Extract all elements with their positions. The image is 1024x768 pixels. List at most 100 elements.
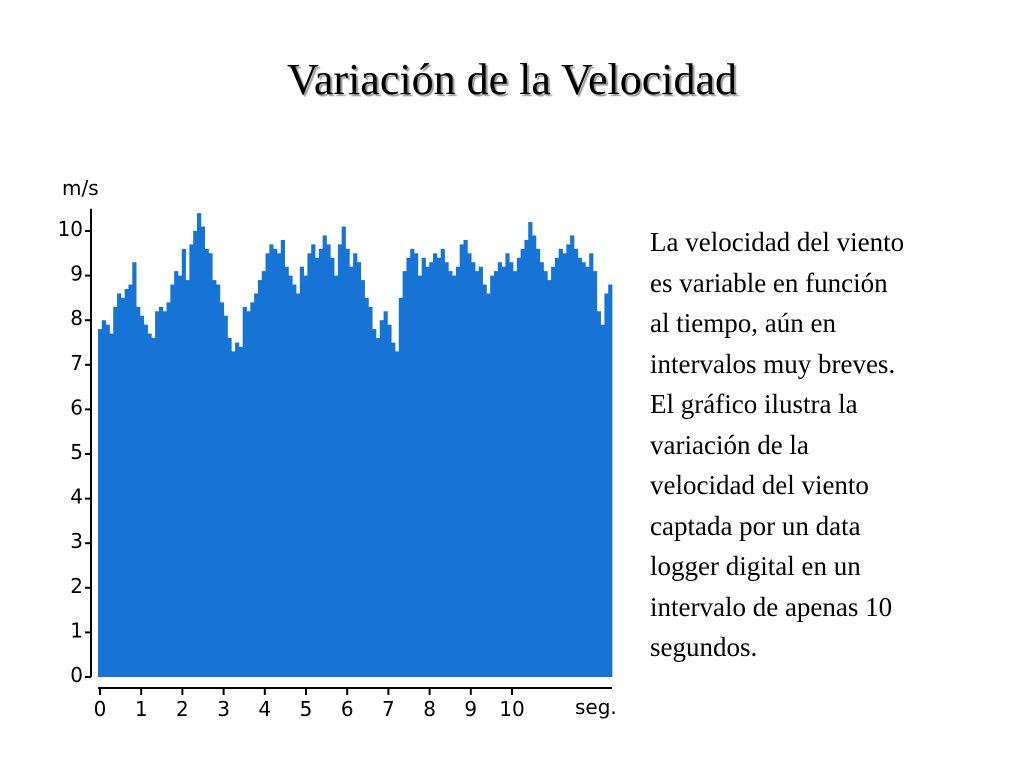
x-tick-label: 7 <box>382 697 395 721</box>
chart-bar <box>589 253 594 678</box>
chart-bar <box>280 239 285 678</box>
chart-bar <box>444 262 449 677</box>
chart-bar <box>375 338 381 677</box>
chart-bar <box>238 346 244 677</box>
chart-bar <box>410 248 415 677</box>
chart-bar <box>429 262 434 677</box>
x-tick-label: 5 <box>300 697 313 721</box>
chart-bar <box>254 293 259 677</box>
chart-bar <box>246 311 251 677</box>
chart-bar <box>391 342 396 677</box>
chart-bar <box>592 271 598 677</box>
chart-bar <box>101 320 107 677</box>
chart-bar <box>185 280 190 677</box>
chart-bar <box>421 257 426 677</box>
chart-bar <box>200 226 206 678</box>
chart-bar <box>558 248 563 677</box>
chart-bar <box>98 329 103 677</box>
chart-bar <box>398 297 403 677</box>
chart-bar <box>509 262 514 677</box>
y-tick-label: 2 <box>70 574 83 598</box>
chart-bar <box>276 253 282 678</box>
chart-bar <box>570 235 575 677</box>
chart-bar <box>155 311 160 677</box>
chart-bar <box>463 239 468 678</box>
chart-bar <box>364 297 369 677</box>
chart-bar <box>532 235 537 677</box>
chart-bar <box>486 293 491 677</box>
chart-axes: 0 1 2 3 4 5 6 7 8 9 10 0 1 2 3 4 5 6 7 8 9 10 <box>58 208 612 721</box>
chart-bar <box>440 248 445 677</box>
chart-bar <box>608 284 613 677</box>
x-tick-label: 1 <box>135 697 148 721</box>
chart-bar <box>349 266 354 677</box>
chart-bar <box>181 248 186 677</box>
chart-bar <box>356 262 362 677</box>
chart-bar <box>273 248 278 677</box>
chart-bar <box>174 271 179 677</box>
chart-bar <box>455 266 461 677</box>
chart-bar <box>387 324 392 677</box>
chart-bar <box>257 280 263 677</box>
chart-bar <box>337 244 343 677</box>
y-tick-label: 3 <box>70 529 83 553</box>
chart-bar <box>501 266 506 677</box>
chart-bar <box>166 302 171 677</box>
chart-bar <box>577 257 582 677</box>
chart-bar <box>471 262 476 677</box>
chart-bar <box>227 338 232 677</box>
chart-bar <box>284 266 289 677</box>
chart-bar <box>554 257 560 677</box>
chart-bar <box>379 320 384 677</box>
chart-bar <box>219 302 225 677</box>
chart-bar <box>334 275 339 677</box>
chart-bar <box>136 306 141 677</box>
x-tick-label: 2 <box>176 697 189 721</box>
chart-bar <box>151 338 156 677</box>
chart-bar <box>120 297 126 677</box>
chart-bar <box>299 266 304 677</box>
chart-bar <box>516 257 522 677</box>
chart-bar <box>505 253 510 678</box>
x-tick-label: 9 <box>464 697 477 721</box>
chart-bar <box>474 271 480 677</box>
chart-bar <box>513 271 518 677</box>
chart-bar <box>436 257 442 677</box>
chart-bar <box>265 253 270 678</box>
chart-bar <box>566 244 571 677</box>
chart-bar <box>231 351 236 677</box>
x-tick-label: 4 <box>258 697 271 721</box>
chart-bar <box>383 311 388 677</box>
chart-bar <box>113 306 118 677</box>
chart-bar <box>177 275 183 677</box>
chart-bar <box>143 324 148 677</box>
y-axis-label: m/s <box>62 176 99 200</box>
chart-bar <box>318 248 324 677</box>
chart-bar <box>105 324 110 677</box>
chart-bar <box>216 284 221 677</box>
chart-bar <box>524 239 529 678</box>
chart-bar <box>193 231 198 677</box>
chart-bar <box>417 275 423 677</box>
chart-bar <box>478 266 483 677</box>
chart-bar <box>315 257 320 677</box>
chart-bar <box>497 262 502 677</box>
chart-bar <box>204 248 209 677</box>
chart-bar <box>223 315 228 677</box>
chart-bar <box>448 271 453 677</box>
chart-bar <box>520 248 525 677</box>
y-tick-label: 10 <box>58 217 83 241</box>
chart-bar <box>543 271 548 677</box>
chart-bar <box>288 275 293 677</box>
slide-title: Variación de la Velocidad <box>286 55 737 104</box>
chart-bar <box>341 226 346 678</box>
chart-bar <box>345 248 350 677</box>
chart-bars <box>98 213 613 678</box>
chart-bar <box>547 280 552 677</box>
chart-bar <box>162 311 167 677</box>
chart-bar <box>562 253 567 678</box>
chart-bar <box>528 222 533 677</box>
chart-bar <box>261 271 266 677</box>
chart-bar <box>539 262 544 677</box>
chart-bar <box>212 280 217 677</box>
